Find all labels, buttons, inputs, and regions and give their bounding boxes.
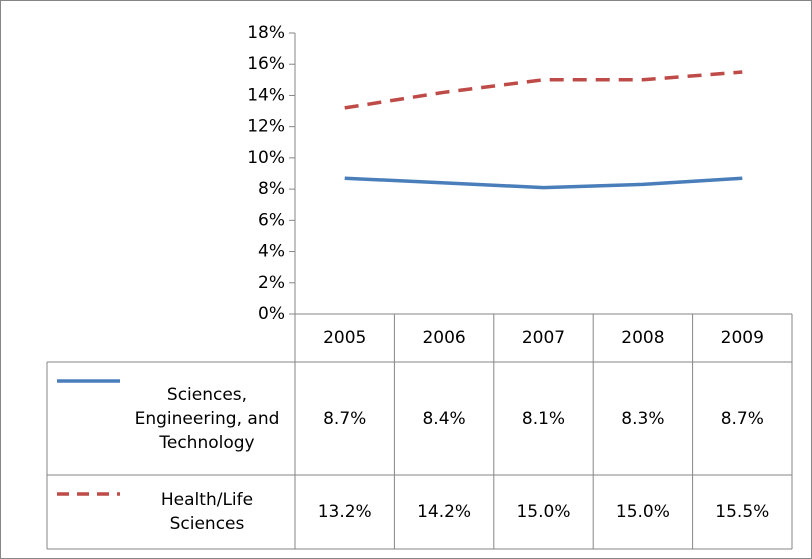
y-tick-label: 16% (247, 54, 285, 74)
value-label: 15.5% (715, 502, 770, 522)
y-tick-label: 18% (247, 23, 285, 43)
y-tick-label: 14% (247, 85, 285, 105)
value-label: 8.3% (621, 408, 665, 429)
y-tick-label: 8% (258, 179, 285, 199)
y-tick-label: 6% (258, 210, 285, 230)
y-tick-label: 12% (247, 117, 285, 137)
y-tick-label: 0% (258, 304, 285, 324)
y-tick-label: 10% (247, 148, 285, 168)
value-label: 13.2% (317, 502, 372, 522)
x-tick-label: 2008 (621, 328, 665, 348)
value-label: 8.4% (422, 408, 466, 429)
y-tick-label: 2% (258, 273, 285, 293)
value-label: 15.0% (615, 502, 670, 522)
value-label: 14.2% (417, 502, 472, 522)
series-line (344, 70, 743, 110)
series-line (344, 176, 743, 190)
legend-label: Health/Life Sciences (160, 490, 254, 534)
value-label: 8.7% (720, 408, 764, 429)
x-tick-label: 2009 (720, 328, 764, 348)
x-tick-label: 2005 (323, 328, 367, 348)
legend-label: Sciences, Engineering, and Technology (134, 384, 280, 453)
y-tick-label: 4% (258, 242, 285, 262)
value-label: 8.7% (323, 408, 367, 429)
value-label: 15.0% (516, 502, 571, 522)
x-tick-label: 2007 (521, 328, 566, 348)
x-tick-label: 2006 (422, 328, 466, 348)
value-label: 8.1% (521, 408, 566, 429)
